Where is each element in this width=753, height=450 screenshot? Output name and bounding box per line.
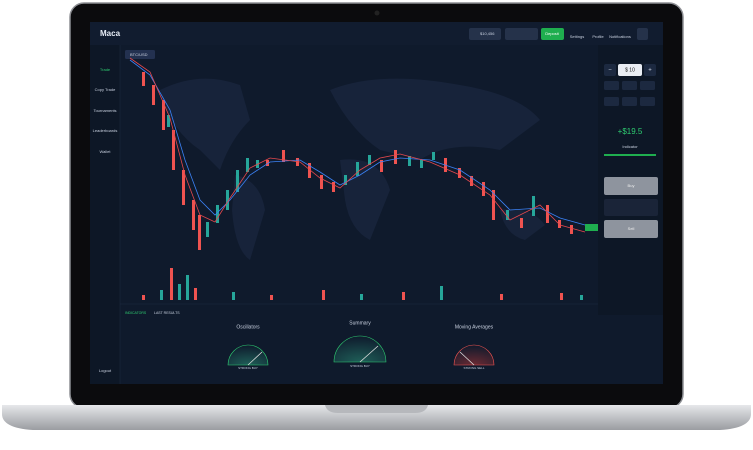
settings[interactable]: Settings [570,34,584,39]
balance: $10,456 [480,31,495,36]
nav-item[interactable]: Wallet [100,149,112,154]
nav-item[interactable]: Tournaments [93,108,116,113]
account-box[interactable] [505,28,538,40]
sell-label: Sell [628,226,635,231]
gauge-title: Summary [349,320,371,326]
deposit-button[interactable] [541,28,564,40]
asset-chip[interactable] [125,50,155,59]
gauge-verdict: STRONG SELL [463,366,484,370]
presets [604,81,655,106]
menu-button[interactable] [637,28,648,40]
sell-button[interactable] [604,220,658,238]
volume-bars [142,268,583,300]
notch [325,405,428,413]
timer-box [604,199,658,216]
price-marker [585,224,598,231]
camera [374,10,380,16]
deposit-label: Deposit [545,31,559,36]
logo: Maca [100,29,121,38]
tab[interactable]: INDICATORS [125,311,147,315]
gauge: Summary STRONG BUY [333,320,387,368]
notifications[interactable]: Notifications [609,34,631,39]
laptop-base [2,405,751,430]
minus: − [608,68,612,74]
logout[interactable]: Logout [99,368,112,373]
gauge-verdict: STRONG BUY [238,366,258,370]
indicator-bar [604,154,656,156]
sidebar [90,45,120,384]
buy-button[interactable] [604,177,658,195]
nav-item[interactable]: Leaderboards [93,128,118,133]
nav-item[interactable]: Copy Trade [95,87,116,92]
gauge: Oscillators STRONG BUY [227,324,269,370]
indicator-label: Indicator [622,144,638,149]
moving-average-red [129,57,586,233]
nav-item[interactable]: Trade [100,67,111,72]
gauge-title: Oscillators [236,324,260,330]
profit: +$19.5 [618,127,643,136]
gauge-verdict: STRONG BUY [350,364,370,368]
plus-button[interactable] [644,64,656,76]
profile[interactable]: Profile [592,34,604,39]
buy-label: Buy [628,183,635,188]
plus: + [648,68,652,74]
tab[interactable]: LAST RESULTS [154,311,180,315]
asset: BTC/USD [130,52,148,57]
minus-button[interactable] [604,64,616,76]
amount-input[interactable] [618,64,642,76]
gauge-title: Moving Averages [455,324,494,330]
moving-average-blue [129,59,586,226]
amount: $ 10 [625,67,635,73]
balance-box[interactable] [469,28,501,40]
gauge: Moving Averages STRONG SELL [453,324,495,370]
